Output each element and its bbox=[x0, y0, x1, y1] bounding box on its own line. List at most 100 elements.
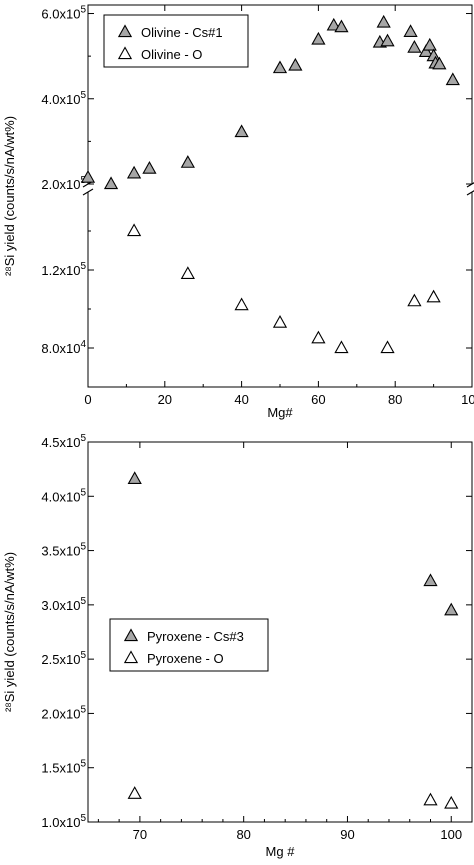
y-tick-label: 8.0x104 bbox=[41, 339, 86, 356]
data-point bbox=[380, 33, 395, 47]
tick-mantissa: 4.0x10 bbox=[41, 489, 80, 504]
y-tick-label: 6.0x105 bbox=[41, 5, 86, 22]
x-tick-label: 80 bbox=[236, 827, 250, 842]
x-tick-label: 90 bbox=[340, 827, 354, 842]
y-tick-label: 4.0x105 bbox=[41, 487, 86, 504]
x-axis-title: Mg # bbox=[266, 844, 296, 859]
legend-label: Olivine - O bbox=[141, 47, 202, 62]
data-point bbox=[334, 19, 349, 33]
y-axis-title: ²⁸Si yield (counts/s/nA/wt%) bbox=[2, 116, 17, 276]
tick-mantissa: 3.5x10 bbox=[41, 544, 80, 559]
legend-marker bbox=[123, 650, 139, 664]
tick-exponent: 5 bbox=[80, 542, 86, 553]
plot-frame bbox=[87, 441, 473, 823]
tick-mantissa: 1.0x10 bbox=[41, 815, 80, 830]
data-point bbox=[423, 792, 438, 806]
data-point bbox=[403, 24, 418, 37]
data-point bbox=[422, 37, 437, 51]
tick-exponent: 4 bbox=[80, 339, 86, 350]
x-tick-label: 0 bbox=[84, 392, 91, 407]
y-axis-title: ²⁸Si yield (counts/s/nA/wt%) bbox=[2, 552, 17, 712]
data-point bbox=[272, 60, 288, 74]
data-point bbox=[126, 165, 142, 179]
data-point bbox=[444, 795, 459, 809]
x-tick-label: 70 bbox=[133, 827, 147, 842]
data-point bbox=[326, 17, 341, 31]
axis-break-mark-left bbox=[82, 188, 94, 196]
tick-exponent: 5 bbox=[80, 704, 86, 715]
y-tick-label: 2.0x105 bbox=[41, 704, 86, 721]
data-point bbox=[103, 176, 119, 190]
data-point bbox=[288, 57, 303, 71]
x-tick-label: 40 bbox=[234, 392, 248, 407]
tick-mantissa: 2.5x10 bbox=[41, 652, 80, 667]
tick-mantissa: 2.0x10 bbox=[41, 177, 80, 192]
data-point bbox=[234, 297, 249, 311]
tick-mantissa: 6.0x10 bbox=[41, 7, 80, 22]
legend-marker bbox=[117, 24, 133, 38]
data-point bbox=[80, 169, 96, 183]
data-point bbox=[380, 340, 395, 354]
tick-exponent: 5 bbox=[80, 596, 86, 607]
tick-mantissa: 1.2x10 bbox=[41, 263, 80, 278]
axis-break-gap-right bbox=[467, 184, 474, 192]
data-point bbox=[180, 266, 195, 280]
tick-mantissa: 4.5x10 bbox=[41, 435, 80, 450]
data-point bbox=[426, 289, 441, 303]
y-tick-label: 2.5x105 bbox=[41, 650, 86, 667]
data-point bbox=[444, 602, 459, 616]
data-point bbox=[334, 340, 349, 354]
tick-exponent: 5 bbox=[80, 261, 86, 272]
data-point bbox=[445, 72, 460, 86]
tick-exponent: 5 bbox=[80, 487, 86, 498]
data-point bbox=[423, 573, 438, 587]
data-point bbox=[127, 786, 142, 799]
tick-exponent: 5 bbox=[80, 90, 86, 101]
y-tick-label: 1.5x105 bbox=[41, 759, 86, 776]
tick-mantissa: 2.0x10 bbox=[41, 706, 80, 721]
tick-mantissa: 8.0x10 bbox=[41, 341, 80, 356]
y-tick-label: 3.0x105 bbox=[41, 596, 86, 613]
data-point bbox=[376, 14, 391, 28]
data-point bbox=[432, 56, 447, 70]
data-point bbox=[407, 293, 422, 307]
data-point bbox=[272, 315, 288, 328]
x-tick-label: 100 bbox=[440, 827, 462, 842]
legend-label: Pyroxene - Cs#3 bbox=[147, 629, 244, 644]
tick-exponent: 5 bbox=[80, 650, 86, 661]
legend-marker bbox=[117, 46, 133, 60]
data-point bbox=[418, 44, 434, 57]
data-point bbox=[311, 330, 326, 344]
tick-mantissa: 1.5x10 bbox=[41, 761, 80, 776]
legend-label: Olivine - Cs#1 bbox=[141, 25, 223, 40]
x-tick-label: 20 bbox=[158, 392, 172, 407]
data-point bbox=[234, 124, 249, 138]
axis-break-gap-left bbox=[83, 184, 93, 192]
data-point bbox=[407, 39, 422, 53]
chart-olivine: 0204060801002.0x1054.0x1056.0x1058.0x104… bbox=[2, 4, 474, 420]
legend-marker bbox=[123, 628, 139, 642]
tick-exponent: 5 bbox=[80, 433, 86, 444]
y-tick-label: 3.5x105 bbox=[41, 542, 86, 559]
chart-pyroxene: 70 80 90 1001.0x1051.5x1052.0x1052.5x1053.0… bbox=[2, 433, 473, 859]
tick-exponent: 5 bbox=[80, 759, 86, 770]
axis-break-mark-right bbox=[466, 190, 474, 196]
x-axis-title: Mg# bbox=[267, 405, 293, 420]
tick-exponent: 5 bbox=[80, 813, 86, 824]
tick-mantissa: 4.0x10 bbox=[41, 92, 80, 107]
x-tick-label: 80 bbox=[388, 392, 402, 407]
data-point bbox=[180, 155, 195, 168]
tick-exponent: 5 bbox=[80, 5, 86, 16]
y-tick-label: 1.2x105 bbox=[41, 261, 86, 278]
y-tick-label: 4.0x105 bbox=[41, 90, 86, 107]
data-point bbox=[311, 31, 326, 45]
y-tick-label: 1.0x105 bbox=[41, 813, 86, 830]
x-tick-label: 100 bbox=[461, 392, 474, 407]
y-tick-label: 2.0x105 bbox=[41, 175, 86, 192]
data-point bbox=[126, 223, 142, 237]
legend-label: Pyroxene - O bbox=[147, 651, 224, 666]
tick-mantissa: 3.0x10 bbox=[41, 598, 80, 613]
y-tick-label: 4.5x105 bbox=[41, 433, 86, 450]
x-tick-label: 60 bbox=[311, 392, 325, 407]
